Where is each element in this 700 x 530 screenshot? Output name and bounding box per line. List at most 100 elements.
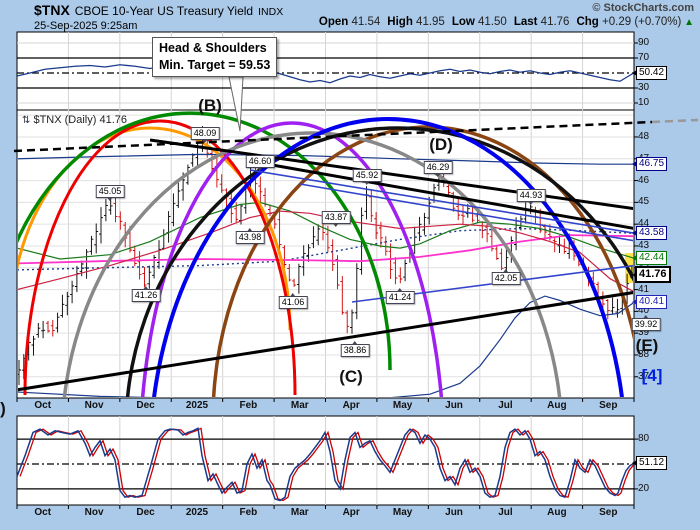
- month-label: Jul: [498, 400, 513, 411]
- quote-row: 25-Sep-2025 9:25am Open 41.54 High 41.95 L…: [34, 16, 694, 32]
- price-tick: 38: [638, 348, 650, 360]
- month-label: Mar: [290, 507, 309, 518]
- swing-label-48.09: 48.09: [190, 127, 220, 143]
- wave-label-C: (C): [339, 367, 363, 386]
- main-series-label: ⇅ $TNX (Daily) 41.76: [22, 114, 127, 126]
- month-label: Jul: [498, 507, 513, 518]
- swing-label-46.60: 46.60: [245, 155, 275, 171]
- quote-value: 41.50: [474, 16, 507, 28]
- month-label: May: [392, 400, 413, 411]
- wave-label-4: [4]: [641, 366, 663, 385]
- neckline: [13, 120, 653, 153]
- stoch-line: [16, 427, 635, 502]
- quote-values: Open 41.54 High 41.95 Low 41.50 Last 41.76 C…: [312, 16, 694, 28]
- stoch-tick: 80: [638, 433, 650, 445]
- quote-label: Low: [451, 16, 475, 28]
- overlay-lower_band: [18, 295, 633, 397]
- price-tick: 37: [638, 370, 650, 382]
- quote-label: Open: [318, 16, 349, 28]
- month-label: Aug: [547, 400, 567, 411]
- quote-value: +0.29 (+0.70%): [598, 16, 682, 28]
- overlay-upper_band: [18, 153, 633, 165]
- overlay-magenta_ma: [18, 234, 633, 265]
- month-label: 2025: [185, 507, 209, 518]
- quote-value: 41.95: [412, 16, 445, 28]
- price-tick: 41: [638, 283, 650, 295]
- annotation-line1: Head & Shoulders: [159, 41, 267, 55]
- quote-label: High: [387, 16, 413, 28]
- copyright-link[interactable]: © StockCharts.com: [592, 2, 694, 14]
- change-up-arrow-icon: ▲: [681, 17, 694, 28]
- cycle-arc-2: [18, 111, 392, 371]
- month-label: Apr: [342, 400, 360, 411]
- swing-label-44.93: 44.93: [516, 189, 546, 205]
- stoch-signal-line: [19, 427, 635, 502]
- month-label: Jun: [445, 507, 463, 518]
- price-tick: 46: [638, 174, 650, 186]
- month-label: Feb: [239, 507, 258, 518]
- swing-label-46.29: 46.29: [423, 161, 453, 177]
- price-tick: 40: [638, 305, 650, 317]
- quote-value: 41.54: [348, 16, 381, 28]
- month-label: Dec: [136, 507, 155, 518]
- cycle-arc-6: [125, 126, 633, 397]
- rsi-tick: 70: [638, 52, 650, 63]
- annotation-pointer: [228, 76, 244, 132]
- rsi-tick: 30: [638, 82, 650, 93]
- head-shoulders-annotation: Head & Shoulders Min. Target = 59.53: [152, 37, 278, 77]
- month-label: Oct: [34, 400, 52, 411]
- rsi-last-callout: 50.42: [631, 65, 668, 80]
- price-tick: 45: [638, 196, 650, 208]
- month-label: Mar: [290, 400, 309, 411]
- price-callout-43.58: 43.58: [631, 226, 668, 241]
- month-label: May: [392, 507, 413, 518]
- stoch-last-callout: 51.12: [631, 456, 668, 471]
- price-tick: 39: [638, 327, 650, 339]
- symbol-name: CBOE 10-Year US Treasury Yield: [74, 4, 254, 18]
- cycle-arc-0: [18, 126, 292, 331]
- symbol: $TNX: [34, 2, 70, 18]
- exchange: INDX: [258, 6, 284, 18]
- price-callout-42.44: 42.44: [631, 251, 668, 266]
- price-tick: 44: [638, 218, 650, 230]
- month-label: Nov: [84, 507, 104, 518]
- chart-header: $TNX CBOE 10-Year US Treasury Yield INDX ©…: [34, 2, 694, 18]
- swing-label-45.05: 45.05: [95, 185, 125, 201]
- swing-label-42.05: 42.05: [491, 269, 521, 285]
- rsi-tick: 10: [638, 97, 650, 108]
- month-label: Jun: [445, 400, 463, 411]
- annotation-line2: Min. Target = 59.53: [159, 58, 271, 72]
- price-callout-46.75: 46.75: [631, 157, 668, 172]
- swing-label-38.86: 38.86: [340, 341, 370, 357]
- wave-label-E: (E): [635, 336, 659, 355]
- overlay-dotted_ma: [18, 227, 633, 271]
- month-label: Feb: [239, 400, 258, 411]
- quote-value: 41.76: [537, 16, 570, 28]
- updown-arrows-icon: ⇅: [22, 115, 31, 126]
- month-label: Sep: [599, 507, 618, 518]
- month-label: Aug: [547, 507, 567, 518]
- overlay-red_ma: [18, 210, 633, 292]
- price-callout-41.76: 41.76: [632, 266, 671, 283]
- swing-label-45.92: 45.92: [352, 169, 382, 185]
- quote-label: Chg: [576, 16, 599, 28]
- rsi-tick: 90: [638, 37, 650, 48]
- main-plot: [18, 111, 633, 397]
- swing-label-39.92: 39.92: [631, 315, 661, 331]
- series-title: $TNX (Daily) 41.76: [33, 114, 127, 126]
- stoch-tick: 20: [638, 482, 650, 494]
- candles-down: [46, 131, 610, 337]
- quote-label: Last: [513, 16, 538, 28]
- wave-label-B: (B): [198, 96, 222, 115]
- wave-label-A: (A): [0, 399, 6, 418]
- datetime: 25-Sep-2025 9:25am: [34, 20, 138, 32]
- swing-label-41.06: 41.06: [278, 293, 308, 309]
- month-label: 2025: [185, 400, 209, 411]
- price-tick: 48: [638, 130, 650, 142]
- cycle-arc-4: [211, 125, 633, 397]
- month-label: Dec: [136, 400, 155, 411]
- swing-label-43.98: 43.98: [235, 228, 265, 244]
- cycle-arc-1: [23, 119, 297, 396]
